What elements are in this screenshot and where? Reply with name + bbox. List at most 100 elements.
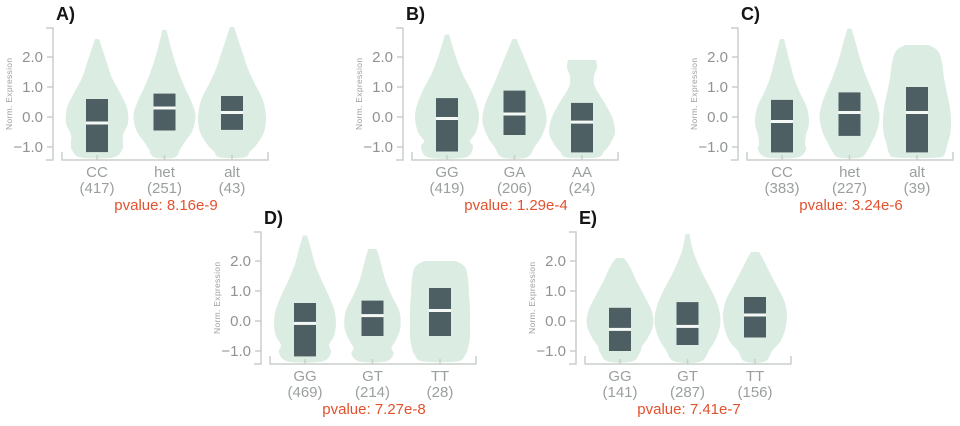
- median-line-GA: [503, 112, 526, 116]
- box-iqr-CC: [86, 99, 108, 153]
- y-axis-title: Norm. Expression: [689, 58, 699, 130]
- median-line-alt: [221, 111, 243, 114]
- y-tick-label: 2.0: [230, 253, 251, 270]
- count-label: (417): [79, 180, 114, 197]
- category-label: AA: [572, 164, 592, 181]
- count-label: (39): [904, 180, 931, 197]
- category-label: GT: [677, 368, 698, 385]
- violin-shape-GG: [414, 34, 480, 159]
- panel-letter: A): [56, 4, 75, 24]
- y-axis: [731, 27, 739, 161]
- y-tick-label: 0.0: [372, 109, 393, 126]
- y-tick-label: 2.0: [545, 253, 566, 270]
- y-tick-label: −1.0: [363, 139, 393, 156]
- median-line-CC: [771, 120, 793, 123]
- panel-letter: B): [406, 4, 425, 24]
- count-label: (24): [569, 180, 596, 197]
- y-tick-label: 2.0: [372, 49, 393, 66]
- panel-letter: D): [264, 208, 283, 228]
- y-axis: [46, 27, 54, 161]
- median-line-GT: [361, 314, 384, 318]
- count-label: (383): [764, 180, 799, 197]
- category-label: alt: [909, 164, 926, 181]
- panel-B: 2.0 1.0 0.0 −1.0 Norm. Expression GG(419) GA (2…: [354, 4, 619, 214]
- count-label: (28): [427, 384, 454, 401]
- median-line-GT: [676, 324, 699, 328]
- y-tick-label: −1.0: [698, 139, 728, 156]
- box-iqr-het: [838, 92, 861, 136]
- box-iqr-alt: [906, 87, 928, 153]
- category-label: GA: [504, 164, 526, 181]
- panel-letter: E): [579, 208, 597, 228]
- y-tick-label: 1.0: [545, 283, 566, 300]
- count-label: (251): [147, 180, 182, 197]
- pvalue-label: pvalue: 1.29e-4: [464, 197, 567, 214]
- category-label: TT: [431, 368, 449, 385]
- violin-shape-GT: [654, 234, 721, 363]
- y-tick-label: −1.0: [221, 343, 251, 360]
- box-iqr-GG: [436, 98, 458, 152]
- count-label: (156): [737, 384, 772, 401]
- category-label: TT: [746, 368, 764, 385]
- count-label: (214): [355, 384, 390, 401]
- median-line-CC: [86, 121, 108, 125]
- count-label: (419): [429, 180, 464, 197]
- panel-E: 2.0 1.0 0.0 −1.0 Norm. Expression GG(141) GT(2…: [527, 208, 792, 418]
- y-tick-label: 0.0: [22, 109, 43, 126]
- category-label: CC: [86, 164, 108, 181]
- median-line-het: [153, 106, 176, 110]
- category-label: GG: [608, 368, 631, 385]
- box-iqr-GT: [676, 302, 699, 345]
- y-axis-title: Norm. Expression: [212, 262, 222, 334]
- pvalue-label: pvalue: 8.16e-9: [114, 197, 217, 214]
- median-line-TT: [744, 313, 766, 317]
- category-label: het: [839, 164, 861, 181]
- box-iqr-CC: [771, 99, 793, 153]
- box-iqr-AA: [571, 102, 593, 153]
- violin-shape-GG: [274, 235, 336, 363]
- median-line-GG: [609, 327, 631, 331]
- category-label: GG: [293, 368, 316, 385]
- pvalue-label: pvalue: 3.24e-6: [799, 197, 902, 214]
- category-label: het: [154, 164, 176, 181]
- violin-shape-alt: [197, 27, 267, 159]
- count-label: (227): [832, 180, 867, 197]
- median-line-AA: [571, 120, 593, 124]
- count-label: (469): [287, 384, 322, 401]
- pvalue-label: pvalue: 7.41e-7: [637, 401, 740, 418]
- box-iqr-TT: [744, 297, 766, 338]
- y-tick-label: 2.0: [707, 49, 728, 66]
- median-line-GG: [436, 117, 458, 120]
- category-label: GG: [435, 164, 458, 181]
- count-label: (141): [602, 384, 637, 401]
- median-line-GG: [294, 321, 316, 325]
- category-label: CC: [771, 164, 793, 181]
- y-tick-label: 0.0: [230, 313, 251, 330]
- count-label: (287): [670, 384, 705, 401]
- box-iqr-het: [153, 93, 176, 131]
- y-tick-label: −1.0: [13, 139, 43, 156]
- y-tick-label: 1.0: [707, 79, 728, 96]
- box-iqr-GG: [294, 303, 316, 357]
- pvalue-label: pvalue: 7.27e-8: [322, 401, 425, 418]
- panel-letter: C): [741, 4, 760, 24]
- y-axis-title: Norm. Expression: [354, 58, 364, 130]
- y-axis: [569, 231, 577, 365]
- y-axis: [396, 27, 404, 161]
- violin-shape-CC: [65, 39, 129, 159]
- count-label: (43): [219, 180, 246, 197]
- y-tick-label: 0.0: [707, 109, 728, 126]
- category-label: alt: [224, 164, 241, 181]
- y-tick-label: 1.0: [372, 79, 393, 96]
- violin-shape-CC: [754, 39, 810, 159]
- category-label: GT: [362, 368, 383, 385]
- median-line-het: [838, 111, 861, 114]
- y-tick-label: 2.0: [22, 49, 43, 66]
- median-line-alt: [906, 111, 928, 114]
- box-iqr-GT: [361, 300, 384, 336]
- y-tick-label: 0.0: [545, 313, 566, 330]
